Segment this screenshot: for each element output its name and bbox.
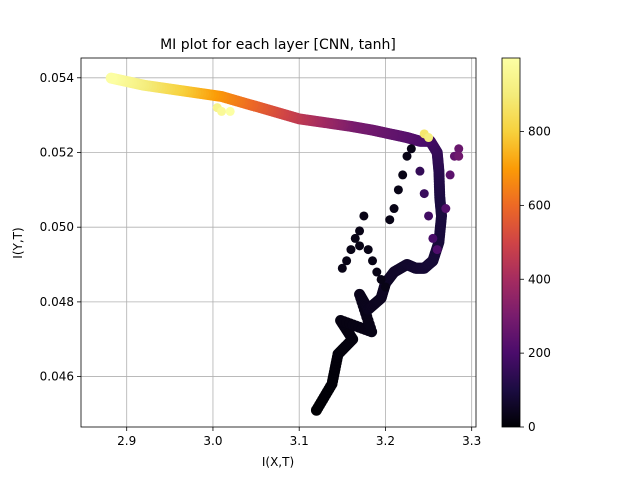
data-point bbox=[376, 274, 386, 284]
data-points bbox=[105, 72, 464, 416]
colorbar-tick-label: 800 bbox=[528, 125, 551, 139]
colorbar-ticks: 0 200 400 600 800 bbox=[520, 125, 551, 434]
colorbar-tick-label: 600 bbox=[528, 198, 551, 212]
data-point bbox=[445, 170, 455, 180]
colorbar-tick-label: 0 bbox=[528, 420, 536, 434]
x-tick-label: 3.3 bbox=[462, 434, 481, 448]
y-tick-label: 0.050 bbox=[40, 220, 74, 234]
data-point bbox=[389, 204, 399, 214]
data-point bbox=[372, 267, 382, 277]
data-point bbox=[419, 189, 429, 199]
data-point bbox=[454, 144, 464, 154]
y-tick-label: 0.054 bbox=[40, 71, 74, 85]
data-point bbox=[337, 263, 347, 273]
data-point bbox=[385, 215, 395, 225]
data-point bbox=[217, 106, 227, 116]
data-point bbox=[368, 256, 378, 266]
y-tick-label: 0.046 bbox=[40, 370, 74, 384]
trajectory-points bbox=[105, 72, 447, 416]
data-point bbox=[225, 106, 235, 116]
y-tick-label: 0.048 bbox=[40, 295, 74, 309]
y-axis-label: I(Y,T) bbox=[11, 227, 25, 258]
data-point bbox=[406, 144, 416, 154]
chart-title: MI plot for each layer [CNN, tanh] bbox=[160, 37, 396, 53]
data-point bbox=[346, 245, 356, 255]
x-axis-label: I(X,T) bbox=[262, 455, 294, 469]
data-point bbox=[402, 151, 412, 161]
colorbar-tick-label: 400 bbox=[528, 272, 551, 286]
y-tick-label: 0.052 bbox=[40, 145, 74, 159]
data-point bbox=[342, 256, 352, 266]
data-point bbox=[355, 241, 365, 251]
data-point bbox=[393, 185, 403, 195]
scatter-points bbox=[212, 103, 464, 292]
data-point bbox=[424, 211, 434, 221]
colorbar-tick-label: 200 bbox=[528, 346, 551, 360]
x-tick-label: 3.1 bbox=[290, 434, 309, 448]
data-point bbox=[415, 166, 425, 176]
trajectory-point bbox=[105, 72, 117, 84]
y-axis-ticks: 0.046 0.048 0.050 0.052 0.054 bbox=[40, 71, 81, 384]
data-point bbox=[454, 151, 464, 161]
data-point bbox=[441, 204, 451, 214]
data-point bbox=[363, 245, 373, 255]
data-point bbox=[432, 245, 442, 255]
x-tick-label: 3.2 bbox=[376, 434, 395, 448]
x-axis-ticks: 2.9 3.0 3.1 3.2 3.3 bbox=[117, 427, 481, 448]
colorbar bbox=[501, 57, 521, 428]
plot-frame bbox=[80, 57, 477, 428]
data-point bbox=[424, 133, 434, 143]
data-point bbox=[398, 170, 408, 180]
data-point bbox=[428, 233, 438, 243]
x-tick-label: 2.9 bbox=[117, 434, 136, 448]
x-tick-label: 3.0 bbox=[203, 434, 222, 448]
data-point bbox=[350, 233, 360, 243]
data-point bbox=[359, 211, 369, 221]
data-point bbox=[355, 226, 365, 236]
data-point bbox=[380, 282, 390, 292]
